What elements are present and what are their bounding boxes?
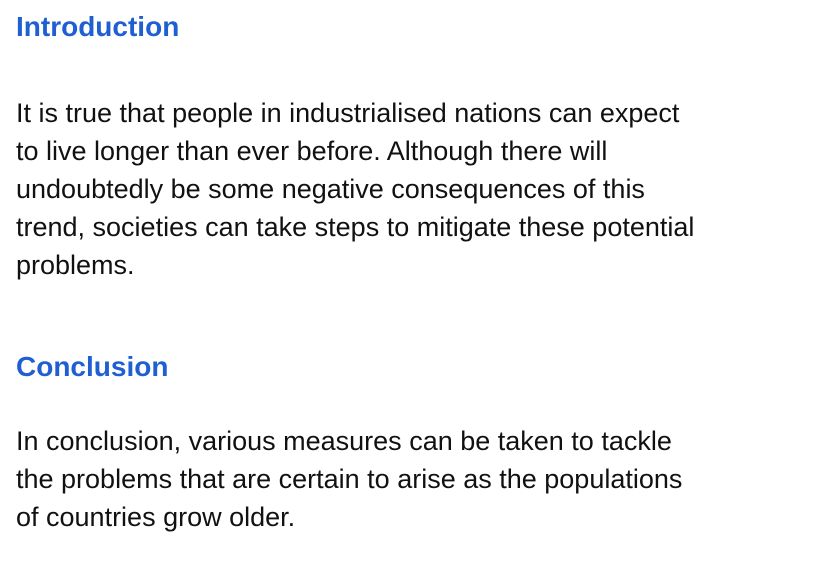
conclusion-line-3: of countries grow older. bbox=[16, 502, 296, 532]
conclusion-heading: Conclusion bbox=[16, 351, 169, 382]
conclusion-paragraph: In conclusion, various measures can be t… bbox=[16, 422, 816, 536]
introduction-line-5: problems. bbox=[16, 250, 135, 280]
introduction-line-4: trend, societies can take steps to mitig… bbox=[16, 212, 695, 242]
introduction-line-2: to live longer than ever before. Althoug… bbox=[16, 136, 608, 166]
introduction-heading: Introduction bbox=[16, 11, 180, 42]
introduction-line-1: It is true that people in industrialised… bbox=[16, 98, 680, 128]
introduction-line-3: undoubtedly be some negative consequence… bbox=[16, 174, 645, 204]
introduction-section: Introduction It is true that people in i… bbox=[16, 10, 816, 284]
conclusion-line-1: In conclusion, various measures can be t… bbox=[16, 426, 672, 456]
conclusion-section: Conclusion In conclusion, various measur… bbox=[16, 350, 816, 536]
introduction-paragraph: It is true that people in industrialised… bbox=[16, 94, 816, 284]
conclusion-line-2: the problems that are certain to arise a… bbox=[16, 464, 683, 494]
